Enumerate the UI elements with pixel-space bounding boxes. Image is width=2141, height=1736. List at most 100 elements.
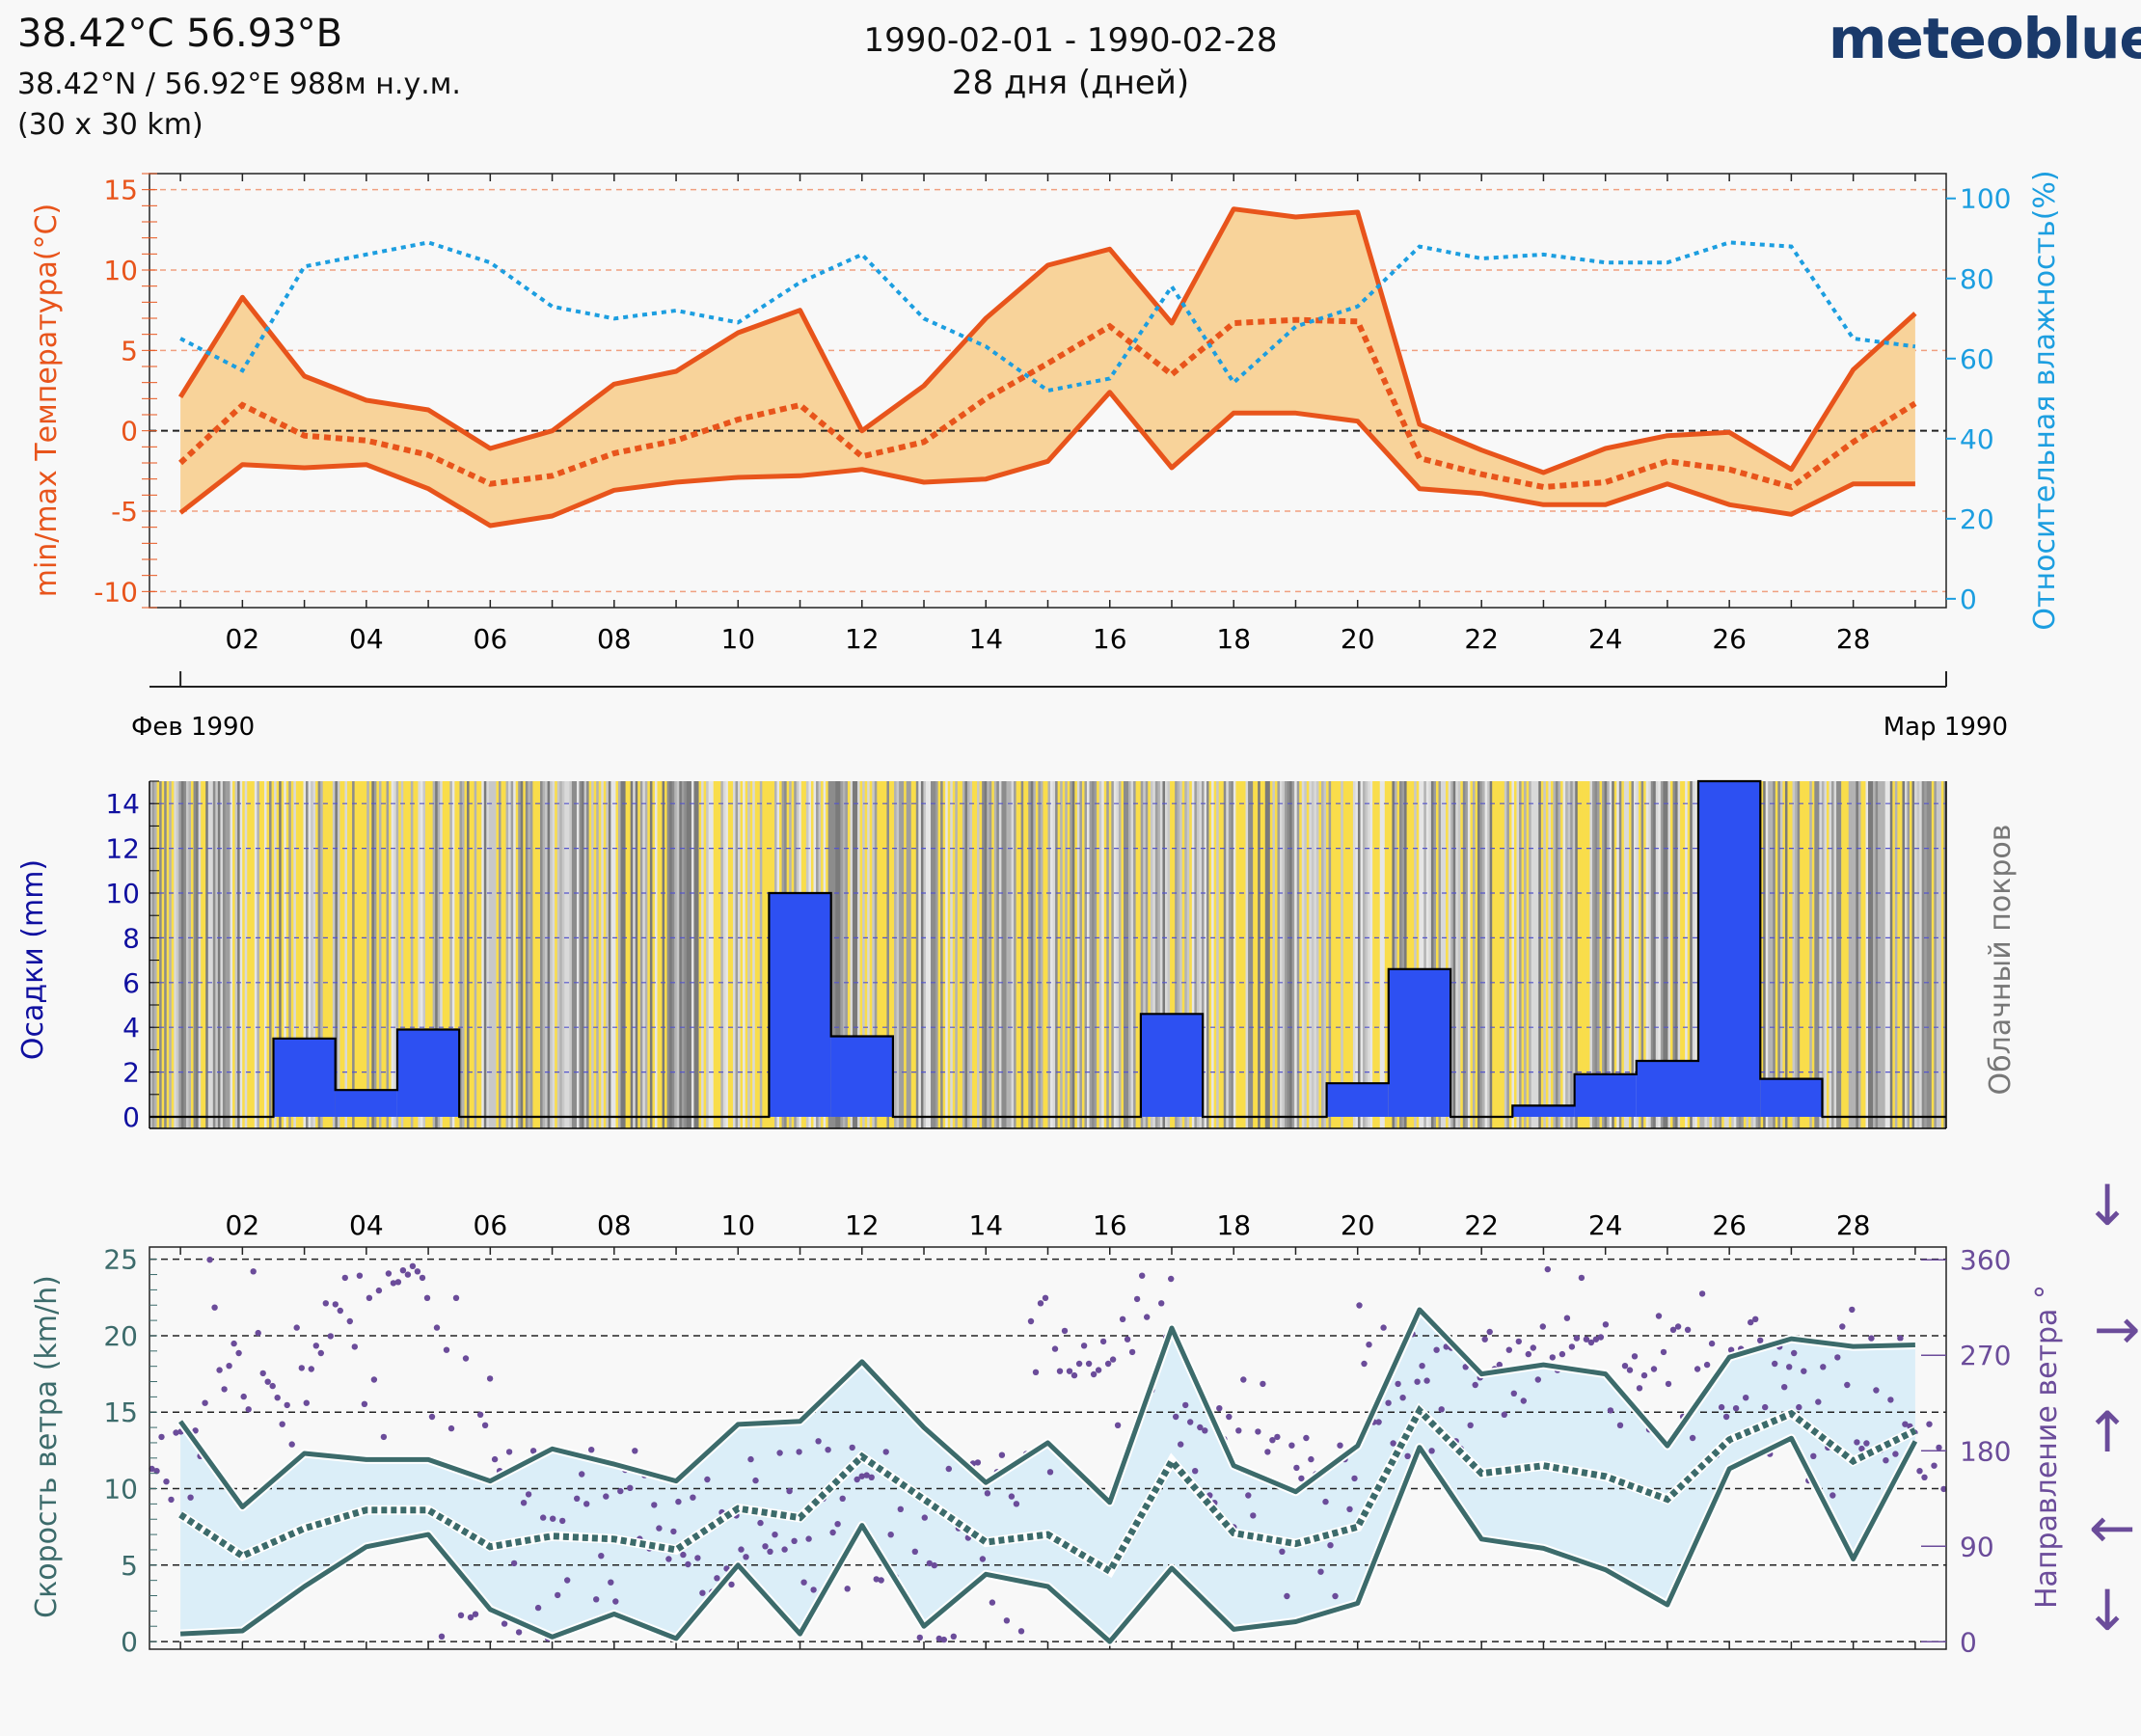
cloud-cover-strip [203,781,206,1128]
cloud-cover-strip [1843,781,1847,1128]
cloud-cover-strip [1347,781,1351,1128]
wind-direction-point [414,1268,421,1275]
cloud-cover-strip [571,781,576,1128]
cloud-cover-strip [483,781,487,1128]
wind-direction-point [1534,1376,1542,1383]
cloud-cover-strip [923,781,927,1128]
wind-direction-point [1640,1371,1648,1379]
cloud-cover-strip [662,781,665,1128]
cloud-cover-strip [1184,781,1188,1128]
cloud-cover-strip [1038,781,1042,1128]
meteoblue-logo[interactable]: meteoblue [1829,6,2141,71]
cloud-cover-strip [389,781,393,1128]
cloud-cover-strip [1618,781,1622,1128]
cloud-cover-strip [228,781,231,1128]
cloud-cover-strip [357,781,361,1128]
wind-direction-point [423,1294,431,1302]
wind-direction-point [1689,1434,1696,1442]
precipitation-tick-label: 0 [122,1101,140,1133]
cloud-cover-strip [1291,781,1295,1128]
cloud-cover-strip [1196,781,1201,1128]
wind-direction-point [1583,1336,1590,1343]
cloud-cover-strip [410,781,414,1128]
wind-range-band [180,1310,1915,1642]
cloud-cover-strip [623,781,627,1128]
wind-direction-point [1684,1326,1692,1334]
cloud-cover-strip [952,781,956,1128]
location-lat-lon-elevation: 38.42°N / 56.92°E 988м н.у.м. [17,68,461,101]
cloud-cover-strip [384,781,388,1128]
cloud-cover-strip [603,781,607,1128]
wind-direction-point [462,1355,470,1362]
cloud-cover-strip [1274,781,1279,1128]
cloud-cover-strip [300,781,305,1128]
cloud-cover-strip [545,781,549,1128]
wind-direction-point [1568,1343,1576,1350]
wind-direction-point [298,1365,305,1371]
cloud-cover-strip [459,781,463,1128]
cloud-cover-strip [196,781,200,1128]
wind-direction-point [1887,1397,1894,1403]
cloud-cover-strip [1052,781,1056,1128]
wind-direction-point [1346,1505,1353,1513]
wind-direction-point [1796,1403,1802,1411]
cloud-cover-strip [738,781,742,1128]
wind-direction-point [588,1447,595,1453]
wind-direction-point [1433,1346,1440,1353]
wind-direction-point [1351,1475,1358,1482]
cloud-cover-strip [593,781,597,1128]
cloud-cover-strip [159,781,163,1128]
cloud-cover-strip [378,781,383,1128]
wind-direction-point [1027,1317,1035,1325]
wind-direction-point [1665,1380,1672,1388]
cloud-cover-strip [564,781,568,1128]
cloud-cover-strip [290,781,294,1128]
wind-direction-point [762,1543,769,1550]
cloud-cover-strip [576,781,581,1128]
cloud-cover-strip [1116,781,1120,1128]
cloud-cover-strip [1157,781,1161,1128]
cloud-cover-strip [201,781,204,1128]
wind-direction-point [810,1587,817,1593]
day-tick-label: 12 [845,623,880,655]
wind-direction-point [1698,1290,1706,1297]
cloud-cover-strip [642,781,646,1128]
wind-direction-point [510,1560,518,1567]
precipitation-bar [1760,1078,1823,1117]
cloud-cover-strip [1797,781,1801,1128]
wind-direction-point [1727,1346,1735,1353]
wind-direction-point [1240,1376,1247,1383]
cloud-cover-strip [276,781,280,1128]
wind-direction-point [583,1501,590,1507]
humidity-axis-title: Относительная влажность(%) [2028,170,2062,630]
cloud-cover-strip [1497,781,1501,1128]
temperature-tick-label: 0 [121,416,138,448]
cloud-cover-strip [1790,781,1794,1128]
wind-day-tick-label: 18 [1216,1209,1251,1241]
cloud-cover-strip [1643,781,1647,1128]
cloud-cover-strip [1602,781,1606,1128]
cloud-cover-strip [1782,781,1786,1128]
cloud-cover-strip [955,781,959,1128]
cloud-cover-strip [1660,781,1664,1128]
cloud-cover-strip [928,781,932,1128]
wind-direction-point [825,1447,831,1453]
wind-day-tick-label: 04 [349,1209,384,1241]
cloud-cover-strip [1428,781,1432,1128]
cloud-cover-strip [1926,781,1930,1128]
cloud-cover-strip [1411,781,1415,1128]
cloud-cover-strip [1040,781,1044,1128]
cloud-cover-strip [1802,781,1805,1128]
cloud-cover-strip [339,781,343,1128]
wind-direction-point [1428,1448,1435,1454]
cloud-cover-strip [1639,781,1642,1128]
wind-direction-point [839,1495,846,1503]
wind-direction-point [1308,1455,1314,1463]
cloud-cover-strip [984,781,988,1128]
cloud-cover-strip [1613,781,1617,1128]
grid-resolution: (30 x 30 km) [17,108,203,142]
cloud-cover-strip [899,781,903,1128]
cloud-cover-strip [1382,781,1386,1128]
wind-speed-tick-label: 0 [121,1626,138,1658]
cloud-cover-strip [1838,781,1842,1128]
